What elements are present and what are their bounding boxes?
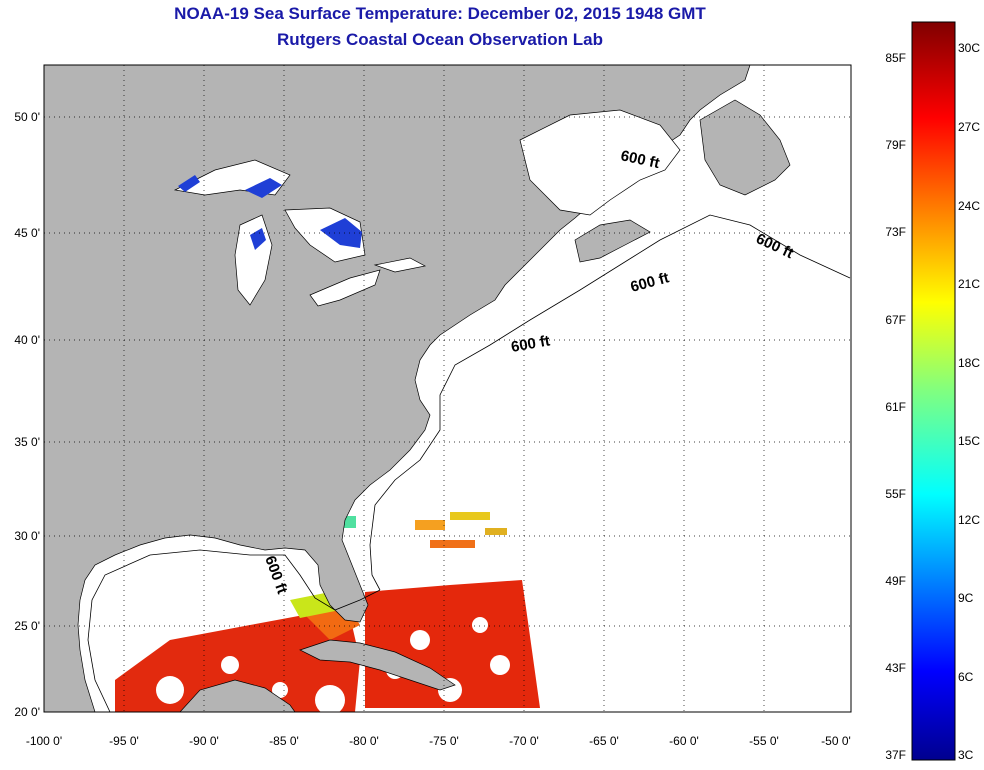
colorbar-c-label: 12C: [958, 513, 980, 527]
colorbar-c-labels: 30C 27C 24C 21C 18C 15C 12C 9C 6C 3C: [958, 41, 980, 762]
x-tick-label: -75 0': [429, 734, 459, 748]
colorbar-f-label: 85F: [885, 51, 906, 65]
x-tick-label: -60 0': [669, 734, 699, 748]
x-tick-label: -95 0': [109, 734, 139, 748]
colorbar-f-label: 55F: [885, 487, 906, 501]
colorbar-c-label: 27C: [958, 120, 980, 134]
x-tick-label: -65 0': [589, 734, 619, 748]
colorbar-f-label: 79F: [885, 138, 906, 152]
lake-erie: [309, 269, 381, 307]
colorbar-c-label: 3C: [958, 748, 974, 762]
sst-scattered-30n: [344, 512, 507, 548]
colorbar-f-label: 37F: [885, 748, 906, 762]
y-tick-label: 20 0': [14, 705, 40, 719]
contour-label: 600 ft: [510, 332, 552, 356]
chart-title: NOAA-19 Sea Surface Temperature: Decembe…: [174, 4, 706, 23]
lake-ontario: [373, 257, 427, 273]
x-tick-label: -55 0': [749, 734, 779, 748]
y-tick-label: 50 0': [14, 110, 40, 124]
land-nova-scotia: [574, 219, 651, 263]
colorbar-f-label: 43F: [885, 661, 906, 675]
x-axis: -100 0' -95 0' -90 0' -85 0' -80 0' -75 …: [26, 734, 851, 748]
x-tick-label: -80 0': [349, 734, 379, 748]
land-newfoundland: [699, 99, 791, 196]
colorbar-c-label: 30C: [958, 41, 980, 55]
depth-contour-600ft: [369, 214, 851, 591]
colorbar-c-label: 9C: [958, 591, 974, 605]
colorbar-f-label: 67F: [885, 313, 906, 327]
depth-contour-600ft-gulf: [87, 549, 381, 712]
colorbar-c-label: 21C: [958, 277, 980, 291]
y-tick-label: 30 0': [14, 529, 40, 543]
colorbar-f-labels: 85F 79F 73F 67F 61F 55F 49F 43F 37F: [885, 51, 906, 762]
x-tick-label: -90 0': [189, 734, 219, 748]
y-tick-label: 45 0': [14, 226, 40, 240]
colorbar-c-label: 15C: [958, 434, 980, 448]
x-tick-label: -50 0': [821, 734, 851, 748]
chart-subtitle: Rutgers Coastal Ocean Observation Lab: [277, 30, 603, 49]
land-cuba: [299, 639, 456, 691]
colorbar: [911, 21, 956, 761]
x-tick-label: -100 0': [26, 734, 62, 748]
colorbar-c-label: 18C: [958, 356, 980, 370]
colorbar-f-label: 73F: [885, 225, 906, 239]
gulf-st-lawrence: [519, 109, 681, 216]
plot-frame: [43, 64, 852, 713]
y-tick-label: 40 0': [14, 333, 40, 347]
y-axis: 50 0' 45 0' 40 0' 35 0' 30 0' 25 0' 20 0…: [14, 110, 40, 719]
colorbar-f-label: 61F: [885, 400, 906, 414]
x-tick-label: -85 0': [269, 734, 299, 748]
cold-lake-sst: [178, 175, 362, 250]
colorbar-c-label: 24C: [958, 199, 980, 213]
colorbar-f-label: 49F: [885, 574, 906, 588]
colorbar-c-label: 6C: [958, 670, 974, 684]
y-tick-label: 25 0': [14, 619, 40, 633]
great-lakes: [173, 159, 427, 307]
land-yucatan: [179, 679, 296, 712]
x-tick-label: -70 0': [509, 734, 539, 748]
y-tick-label: 35 0': [14, 435, 40, 449]
